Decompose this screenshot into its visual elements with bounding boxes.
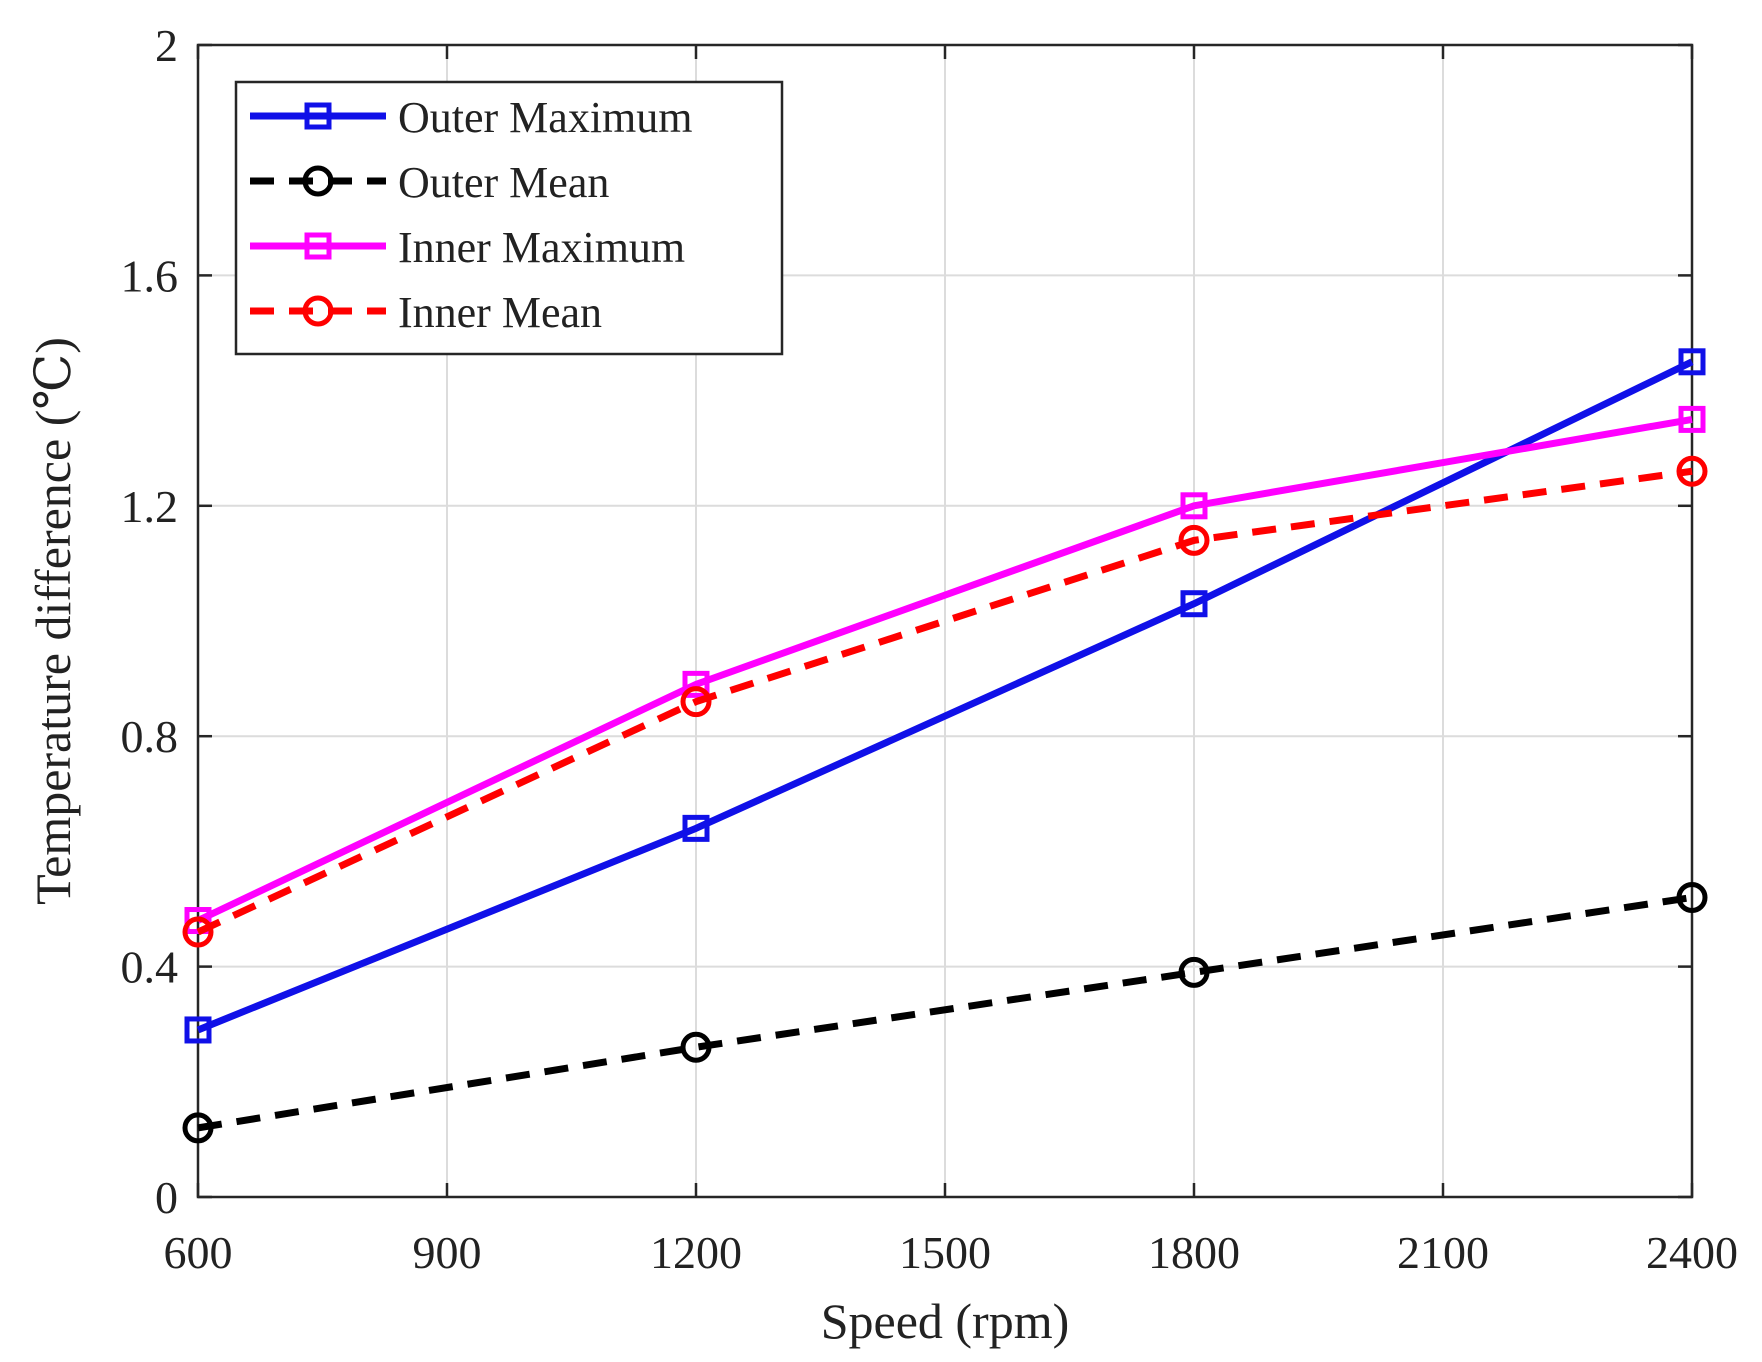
data-point-outer-maximum xyxy=(1180,590,1208,618)
legend-swatch-marker xyxy=(302,295,334,327)
series-outer-mean xyxy=(182,881,1708,1144)
x-axis-title: Speed (rpm) xyxy=(821,1293,1070,1349)
y-tick-label: 0.4 xyxy=(121,942,179,993)
legend: Outer Maximum Outer Mean Inner Maximum Inne… xyxy=(234,80,784,356)
legend-items: Outer Maximum Outer Mean Inner Maximum Inne… xyxy=(250,93,693,337)
legend-swatch-marker xyxy=(304,232,332,260)
legend-entry-outer-maximum: Outer Maximum xyxy=(250,93,693,142)
data-point-inner-mean xyxy=(1178,524,1210,556)
legend-label: Outer Maximum xyxy=(398,93,693,142)
data-point-inner-mean xyxy=(182,916,214,948)
series-line-inner-mean xyxy=(196,467,1693,936)
legend-entry-outer-mean: Outer Mean xyxy=(250,158,609,207)
series-line-inner-maximum xyxy=(196,415,1693,924)
data-point-outer-mean xyxy=(1676,881,1708,913)
data-point-inner-maximum xyxy=(1180,492,1208,520)
data-point-outer-mean xyxy=(680,1031,712,1063)
data-point-outer-maximum xyxy=(1678,348,1706,376)
axis-ticks xyxy=(196,43,1694,1199)
x-tick-label: 2400 xyxy=(1646,1227,1738,1278)
data-point-inner-mean xyxy=(680,686,712,718)
x-tick-label: 2100 xyxy=(1397,1227,1489,1278)
x-tick-label: 1200 xyxy=(650,1227,742,1278)
y-tick-label: 1.6 xyxy=(121,250,179,301)
data-point-outer-maximum xyxy=(184,1016,212,1044)
series-group xyxy=(182,348,1708,1144)
series-inner-mean xyxy=(182,455,1708,948)
legend-swatch-marker xyxy=(304,102,332,130)
x-tick-label: 1500 xyxy=(899,1227,991,1278)
y-tick-label: 1.2 xyxy=(121,481,179,532)
x-tick-label: 900 xyxy=(413,1227,482,1278)
data-point-outer-maximum xyxy=(682,814,710,842)
legend-label: Outer Mean xyxy=(398,158,609,207)
series-inner-maximum xyxy=(184,405,1706,935)
y-tick-label: 2 xyxy=(155,20,178,71)
legend-entry-inner-maximum: Inner Maximum xyxy=(250,223,685,272)
data-point-inner-mean xyxy=(1676,455,1708,487)
data-point-inner-maximum xyxy=(1678,405,1706,433)
y-tick-label: 0 xyxy=(155,1172,178,1223)
series-outer-maximum xyxy=(184,348,1706,1044)
legend-label: Inner Maximum xyxy=(398,223,685,272)
y-axis-title: Temperature difference (℃) xyxy=(25,337,81,905)
series-line-outer-maximum xyxy=(196,358,1694,1034)
x-tick-label: 600 xyxy=(164,1227,233,1278)
legend-label: Inner Mean xyxy=(398,288,602,337)
legend-swatch-marker xyxy=(302,165,334,197)
legend-entry-inner-mean: Inner Mean xyxy=(250,288,602,337)
data-point-inner-maximum xyxy=(682,670,710,698)
series-line-outer-mean xyxy=(197,894,1693,1132)
y-tick-label: 0.8 xyxy=(121,711,179,762)
data-point-outer-mean xyxy=(1178,956,1210,988)
tick-labels: 600 900 1200 1500 1800 2100 2400 0 0.4 0.8 1.2 1.6 2 xyxy=(121,20,1739,1278)
data-point-outer-mean xyxy=(182,1112,214,1144)
x-tick-label: 1800 xyxy=(1148,1227,1240,1278)
